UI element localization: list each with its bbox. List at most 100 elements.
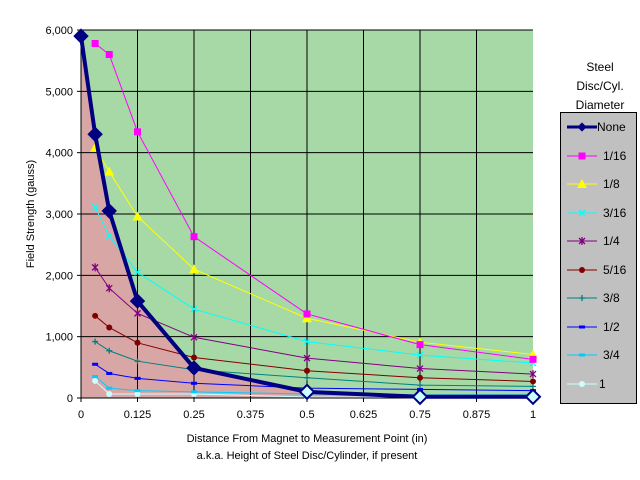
- data-point: [303, 354, 311, 363]
- legend-label: 3/16: [603, 205, 627, 220]
- legend-marker: [579, 295, 585, 301]
- data-point: [134, 339, 141, 346]
- data-point: [303, 338, 311, 346]
- data-point: [106, 324, 113, 331]
- legend-label: 1/2: [603, 319, 620, 334]
- x-axis-label: Distance From Magnet to Measurement Poin…: [187, 433, 428, 445]
- legend-label: 3/4: [603, 348, 620, 362]
- data-point: [417, 374, 423, 381]
- legend-marker: [579, 325, 585, 328]
- legend-item: 3/16: [561, 203, 638, 223]
- legend-swatch: [567, 237, 597, 245]
- legend-marker: [577, 122, 587, 132]
- legend: None 1/16 1/8 3/16 1/4 5/16 3/8 1/2 3/4 1: [560, 112, 637, 404]
- x-tick-label: 1: [530, 409, 536, 421]
- y-tick-label: 0: [67, 393, 73, 405]
- data-point: [106, 386, 113, 390]
- data-point: [529, 355, 537, 363]
- data-point: [132, 211, 143, 221]
- legend-label: 1/16: [603, 148, 627, 163]
- legend-label: 3/8: [603, 291, 620, 305]
- legend-item: 1/2: [561, 317, 638, 337]
- series-1-4: [91, 263, 537, 379]
- data-point: [524, 388, 542, 406]
- legend-swatch: [567, 152, 597, 159]
- series-1-16: [91, 39, 537, 363]
- y-tick-label: 6,000: [45, 25, 73, 37]
- data-point: [302, 313, 312, 323]
- legend-item: 1/8: [561, 174, 638, 194]
- y-tick-label: 4,000: [45, 148, 73, 160]
- data-point: [298, 383, 316, 401]
- data-point: [186, 360, 202, 376]
- data-point: [190, 333, 198, 342]
- legend-marker: [578, 152, 586, 159]
- data-point: [106, 347, 113, 354]
- legend-marker: [579, 380, 585, 387]
- y-tick-label: 5,000: [45, 86, 73, 98]
- legend-swatch: [567, 380, 597, 387]
- data-point: [190, 305, 198, 313]
- data-point: [134, 376, 141, 380]
- data-point: [87, 126, 103, 142]
- data-point: [91, 203, 99, 211]
- data-point: [134, 391, 141, 398]
- legend-swatch: [567, 179, 597, 188]
- y-axis-label: Field Strength (gauss): [25, 160, 37, 268]
- legend-swatch: [567, 325, 597, 328]
- data-point: [303, 310, 311, 318]
- data-point: [134, 128, 141, 136]
- data-point: [530, 378, 536, 385]
- legend-swatch: [567, 295, 597, 301]
- data-point: [105, 51, 113, 59]
- data-point: [105, 232, 113, 240]
- legend-marker: [578, 209, 586, 216]
- legend-marker: [579, 353, 585, 357]
- y-tick-label: 2,000: [45, 270, 73, 282]
- x-tick-label: 0.375: [237, 409, 265, 421]
- data-point: [134, 389, 141, 393]
- data-point: [191, 354, 197, 361]
- below-curve-area: [81, 36, 533, 399]
- data-point: [191, 381, 197, 385]
- x-tick-label: 0.125: [124, 409, 152, 421]
- series-3-16: [91, 203, 537, 367]
- series-line: [79, 35, 533, 399]
- legend-swatch: [567, 209, 597, 216]
- x-tick-label: 0.875: [463, 409, 491, 421]
- data-point: [416, 364, 424, 373]
- data-point: [134, 358, 141, 365]
- series-None: [73, 28, 542, 406]
- data-point: [92, 362, 99, 366]
- data-point: [106, 371, 113, 375]
- legend-label: 1: [599, 376, 606, 391]
- legend-title-line: Steel: [586, 60, 614, 74]
- y-tick-label: 3,000: [45, 209, 73, 221]
- legend-swatch: [567, 353, 597, 357]
- legend-title-line: Disc/Cyl.: [576, 79, 624, 93]
- data-point: [134, 309, 141, 318]
- x-tick-label: 0.75: [409, 409, 430, 421]
- x-tick-label: 0.5: [299, 409, 314, 421]
- data-point: [129, 293, 146, 309]
- x-tick-label: 0.25: [183, 409, 204, 421]
- legend-label: None: [597, 120, 626, 134]
- x-tick-label: 0: [78, 409, 84, 421]
- legend-marker: [579, 266, 585, 273]
- data-point: [417, 382, 423, 389]
- data-point: [189, 264, 199, 274]
- data-point: [104, 166, 115, 176]
- data-point: [106, 391, 113, 398]
- legend-label: 5/16: [603, 262, 627, 277]
- legend-item: 3/4: [561, 345, 638, 365]
- data-point: [92, 312, 99, 319]
- data-point: [91, 263, 99, 272]
- legend-marker: [577, 179, 587, 188]
- series-5-16: [92, 312, 536, 385]
- legend-title-line: Diameter: [575, 98, 625, 112]
- legend-item: 1: [561, 374, 638, 394]
- y-tick-label: 1,000: [45, 332, 73, 344]
- legend-item: None: [561, 117, 638, 137]
- x-axis-label-2: a.k.a. Height of Steel Disc/Cylinder, if…: [197, 450, 418, 462]
- x-tick-label: 0.625: [350, 409, 378, 421]
